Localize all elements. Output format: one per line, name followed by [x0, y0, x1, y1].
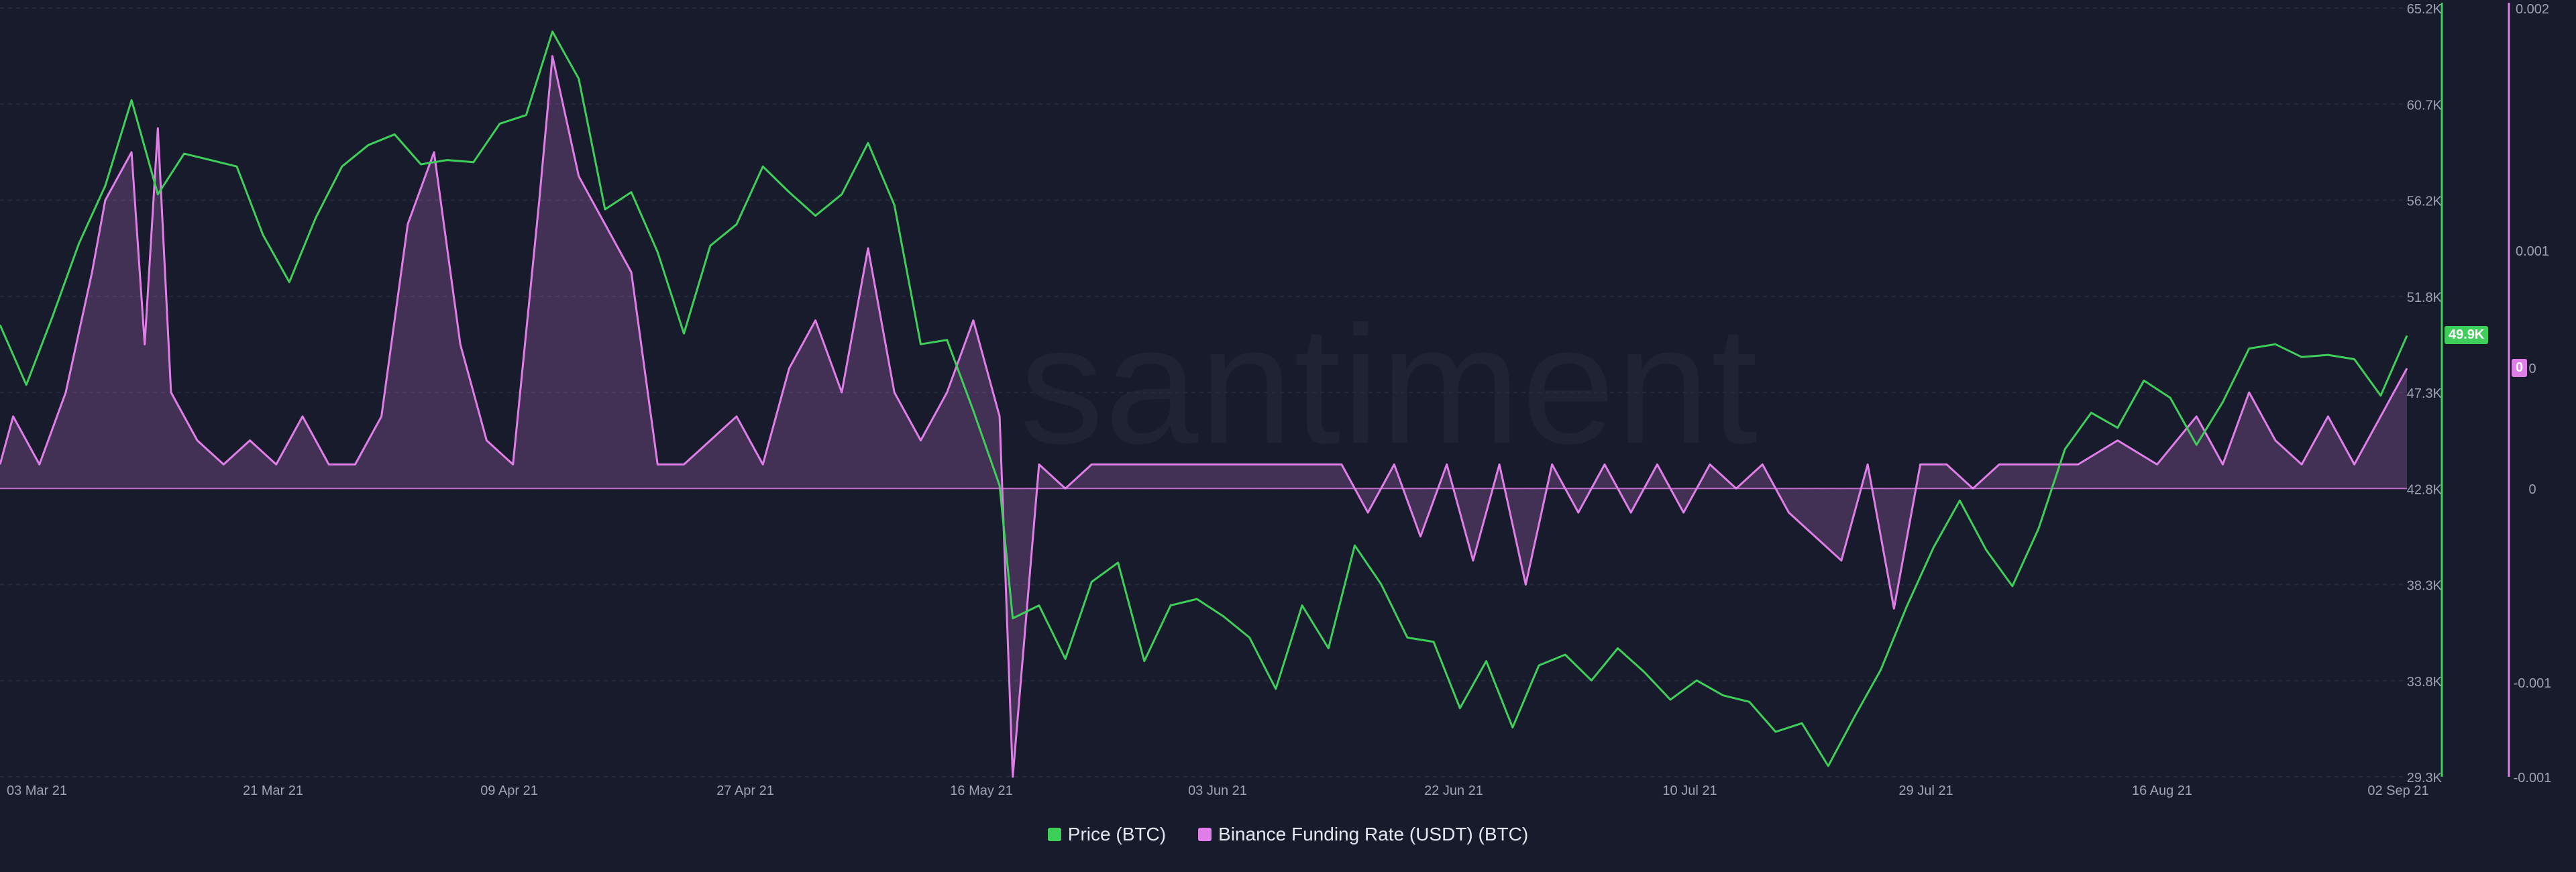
legend: Price (BTC) Binance Funding Rate (USDT) … [0, 824, 2576, 845]
x-tick-label: 22 Jun 21 [1424, 783, 1483, 798]
legend-label-funding: Binance Funding Rate (USDT) (BTC) [1218, 824, 1529, 844]
price-tick-label: 47.3K [2407, 386, 2443, 401]
funding-tick-label: 0 [2528, 362, 2536, 376]
funding-tick-label: -0.001 [2514, 676, 2552, 691]
funding-tick-label: -0.001 [2514, 771, 2552, 785]
x-tick-label: 27 Apr 21 [716, 783, 774, 798]
funding-tick-label: 0.002 [2516, 2, 2549, 17]
x-tick-label: 16 Aug 21 [2132, 783, 2192, 798]
current-price-badge: 49.9K [2445, 326, 2489, 345]
price-tick-label: 65.2K [2407, 2, 2443, 17]
x-tick-label: 21 Mar 21 [243, 783, 303, 798]
legend-swatch-price [1047, 828, 1061, 841]
legend-label-price: Price (BTC) [1067, 824, 1167, 844]
price-tick-label: 38.3K [2407, 579, 2443, 594]
funding-tick-label: 0 [2528, 482, 2536, 497]
x-tick-label: 16 May 21 [950, 783, 1012, 798]
legend-item-funding[interactable]: Binance Funding Rate (USDT) (BTC) [1198, 824, 1528, 845]
legend-item-price[interactable]: Price (BTC) [1047, 824, 1167, 845]
price-tick-label: 60.7K [2407, 98, 2443, 113]
x-tick-label: 03 Mar 21 [7, 783, 67, 798]
price-tick-label: 29.3K [2407, 771, 2443, 785]
price-tick-label: 56.2K [2407, 195, 2443, 209]
x-tick-label: 29 Jul 21 [1898, 783, 1953, 798]
price-line [0, 30, 2408, 767]
current-funding-badge: 0 [2512, 359, 2528, 378]
x-tick-label: 02 Sep 21 [2367, 783, 2428, 798]
funding-tick-label: 0.001 [2516, 244, 2549, 259]
funding-line [0, 55, 2408, 778]
legend-swatch-funding [1198, 828, 1212, 841]
price-tick-label: 33.8K [2407, 675, 2443, 690]
x-tick-label: 03 Jun 21 [1188, 783, 1247, 798]
x-tick-label: 09 Apr 21 [480, 783, 538, 798]
funding-area [0, 56, 2407, 777]
x-tick-label: 10 Jul 21 [1662, 783, 1717, 798]
price-tick-label: 42.8K [2407, 482, 2443, 497]
price-tick-label: 51.8K [2407, 290, 2443, 305]
